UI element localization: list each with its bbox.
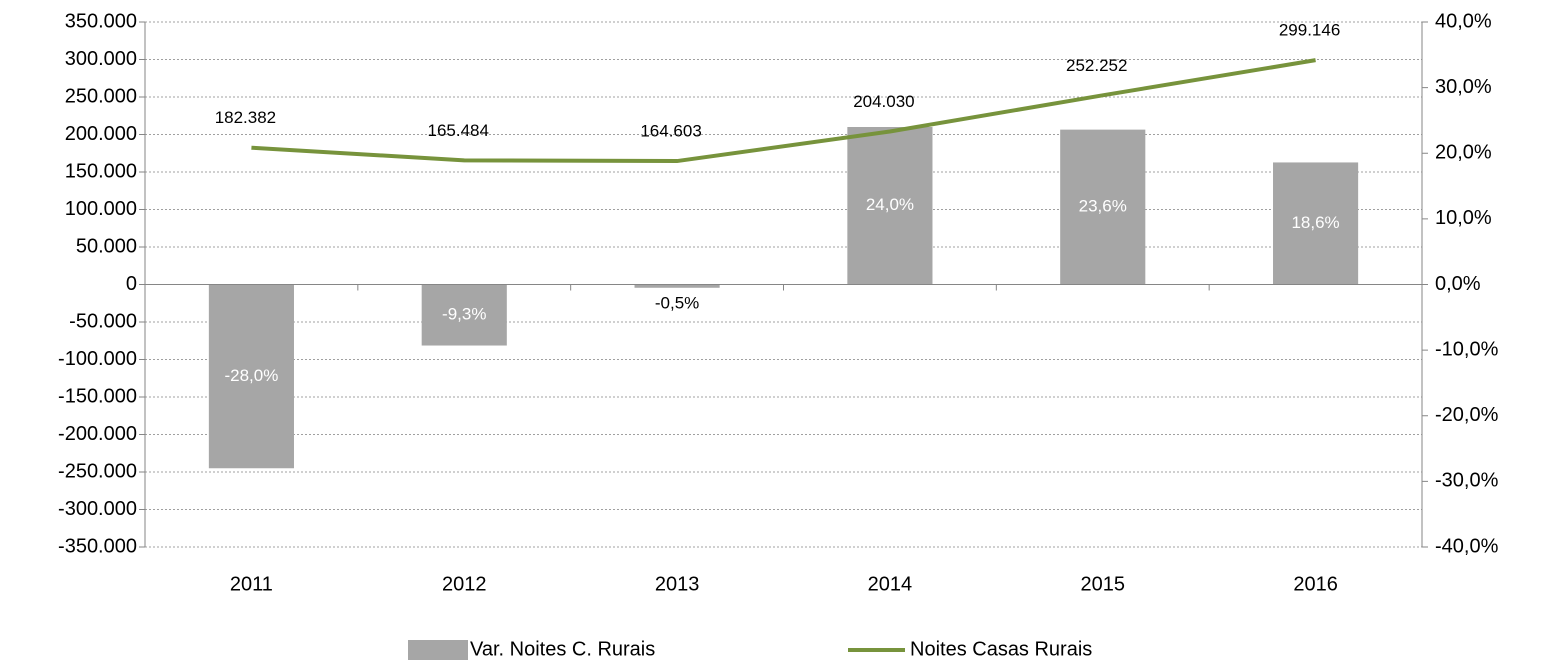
y2-tick-label: -10,0%: [1435, 338, 1499, 360]
y2-tick-label: -20,0%: [1435, 404, 1499, 426]
x-tick-label: 2012: [442, 573, 487, 595]
y-tick-label: 50.000: [76, 235, 137, 257]
y-tick-label: -50.000: [69, 310, 137, 332]
x-tick-label: 2011: [230, 573, 273, 595]
legend-label: Noites Casas Rurais: [910, 638, 1092, 660]
y-tick-label: 250.000: [65, 85, 137, 107]
line: [251, 58, 1316, 164]
y2-tick-label: 30,0%: [1435, 76, 1492, 98]
bar: [634, 284, 720, 288]
bar-label: 24,0%: [866, 195, 914, 214]
y2-tick-label: -30,0%: [1435, 470, 1499, 492]
bar-label: -28,0%: [224, 366, 278, 385]
y-tick-label: -250.000: [58, 460, 137, 482]
x-tick-label: 2016: [1293, 573, 1338, 595]
bar-label: -0,5%: [655, 293, 699, 312]
y2-tick-label: 20,0%: [1435, 142, 1492, 164]
x-tick-label: 2015: [1081, 573, 1126, 595]
y-tick-label: 100.000: [65, 198, 137, 220]
bar-label: 18,6%: [1291, 213, 1339, 232]
y-tick-label: -100.000: [58, 348, 137, 370]
y-tick-label: -200.000: [58, 423, 137, 445]
bar: [208, 284, 294, 469]
y-tick-label: 0: [126, 273, 137, 295]
bar-label: -9,3%: [442, 305, 486, 324]
legend-swatch: [408, 640, 468, 660]
y-tick-label: -150.000: [58, 385, 137, 407]
y-tick-label: -350.000: [58, 535, 137, 557]
line-label: 164.603: [640, 122, 701, 141]
line-label: 252.252: [1066, 56, 1127, 75]
y2-tick-label: -40,0%: [1435, 535, 1499, 557]
line-label: 204.030: [853, 92, 914, 111]
bar: [421, 284, 507, 346]
line-label: 165.484: [428, 121, 489, 140]
legend-label: Var. Noites C. Rurais: [470, 638, 655, 660]
y-tick-label: 200.000: [65, 123, 137, 145]
x-tick-label: 2013: [655, 573, 700, 595]
y2-tick-label: 10,0%: [1435, 207, 1492, 229]
line-label: 182.382: [215, 108, 276, 127]
bar-label: 23,6%: [1079, 197, 1127, 216]
bar: [1060, 129, 1146, 285]
line-label: 299.146: [1279, 21, 1340, 40]
y-tick-label: 350.000: [65, 10, 137, 32]
y2-tick-label: 40,0%: [1435, 10, 1492, 32]
y-tick-label: 150.000: [65, 160, 137, 182]
x-tick-label: 2014: [868, 573, 913, 595]
bar: [847, 127, 933, 285]
y-tick-label: -300.000: [58, 498, 137, 520]
bar: [1273, 162, 1359, 285]
y2-tick-label: 0,0%: [1435, 273, 1481, 295]
y-tick-label: 300.000: [65, 48, 137, 70]
